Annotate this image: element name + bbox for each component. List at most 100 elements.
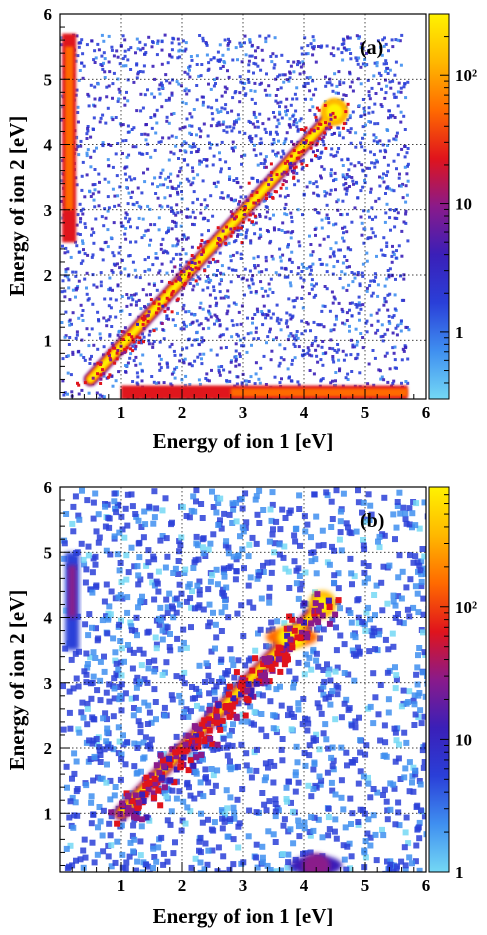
background-cell xyxy=(367,794,373,800)
background-cell xyxy=(370,295,373,298)
band-cell xyxy=(329,126,332,129)
y-tick-label: 2 xyxy=(44,266,53,285)
background-cell xyxy=(285,859,291,865)
background-cell xyxy=(214,567,220,573)
background-cell xyxy=(249,139,252,142)
background-cell xyxy=(219,272,222,275)
background-cell xyxy=(372,349,375,352)
background-cell xyxy=(176,788,182,794)
background-cell xyxy=(301,53,304,56)
background-cell xyxy=(381,495,387,501)
background-cell xyxy=(358,768,364,774)
background-cell xyxy=(405,184,408,187)
background-cell xyxy=(102,40,105,43)
background-cell xyxy=(258,213,261,216)
background-cell xyxy=(360,145,363,148)
background-cell xyxy=(142,70,145,73)
band-cell xyxy=(230,198,233,201)
background-cell xyxy=(334,188,337,191)
background-cell xyxy=(389,69,392,72)
background-cell xyxy=(316,323,319,326)
background-cell xyxy=(337,633,343,639)
background-cell xyxy=(107,195,110,198)
band-cell xyxy=(134,815,140,821)
background-cell xyxy=(149,293,152,296)
background-cell xyxy=(372,694,378,700)
background-cell xyxy=(282,566,288,572)
background-cell xyxy=(378,185,381,188)
background-cell xyxy=(284,137,287,140)
background-cell xyxy=(324,85,327,88)
background-cell xyxy=(273,839,279,845)
background-cell xyxy=(70,256,73,259)
background-cell xyxy=(354,131,357,134)
background-cell xyxy=(136,707,142,713)
background-cell xyxy=(134,240,137,243)
background-cell xyxy=(289,281,292,284)
background-cell xyxy=(94,188,97,191)
background-cell xyxy=(354,146,357,149)
background-cell xyxy=(128,218,131,221)
background-cell xyxy=(253,768,259,774)
band-cell xyxy=(256,191,259,194)
band-cell xyxy=(332,612,338,618)
background-cell xyxy=(202,308,205,311)
background-cell xyxy=(319,711,325,717)
band-cell xyxy=(293,167,296,170)
background-cell xyxy=(356,304,359,307)
background-cell xyxy=(286,510,292,516)
background-cell xyxy=(244,35,247,38)
background-cell xyxy=(170,206,173,209)
background-cell xyxy=(163,794,169,800)
background-cell xyxy=(300,297,303,300)
band-cell xyxy=(192,723,198,729)
background-cell xyxy=(226,131,229,134)
background-cell xyxy=(249,89,252,92)
background-cell xyxy=(208,142,211,145)
band-cell xyxy=(149,330,152,333)
background-cell xyxy=(81,175,84,178)
background-cell xyxy=(216,354,219,357)
background-cell xyxy=(258,35,261,38)
band-cell xyxy=(220,718,226,724)
background-cell xyxy=(308,109,311,112)
background-cell xyxy=(209,766,215,772)
background-cell xyxy=(175,225,178,228)
background-cell xyxy=(147,36,150,39)
background-cell xyxy=(66,250,69,253)
background-cell xyxy=(276,541,282,547)
background-cell xyxy=(277,119,280,122)
background-cell xyxy=(174,636,180,642)
background-cell xyxy=(309,369,312,372)
band-cell xyxy=(99,363,102,366)
background-cell xyxy=(98,181,101,184)
background-cell xyxy=(294,93,297,96)
background-cell xyxy=(182,304,185,307)
background-cell xyxy=(302,671,308,677)
background-cell xyxy=(326,806,332,812)
background-cell xyxy=(176,548,182,554)
band-cell xyxy=(277,669,283,675)
background-cell xyxy=(97,535,103,541)
background-cell xyxy=(110,46,113,49)
background-cell xyxy=(200,544,206,550)
background-cell xyxy=(244,268,247,271)
background-cell xyxy=(183,361,186,364)
background-cell xyxy=(273,519,279,525)
band-cell xyxy=(246,681,252,687)
background-cell xyxy=(228,267,231,270)
background-cell xyxy=(290,685,296,691)
background-cell xyxy=(311,735,317,741)
background-cell xyxy=(147,573,153,579)
background-cell xyxy=(380,103,383,106)
background-cell xyxy=(138,205,141,208)
background-cell xyxy=(101,654,107,660)
background-cell xyxy=(169,173,172,176)
background-cell xyxy=(234,269,237,272)
background-cell xyxy=(192,605,198,611)
background-cell xyxy=(130,178,133,181)
background-cell xyxy=(81,52,84,55)
background-cell xyxy=(376,161,379,164)
background-cell xyxy=(308,354,311,357)
background-cell xyxy=(238,352,241,355)
